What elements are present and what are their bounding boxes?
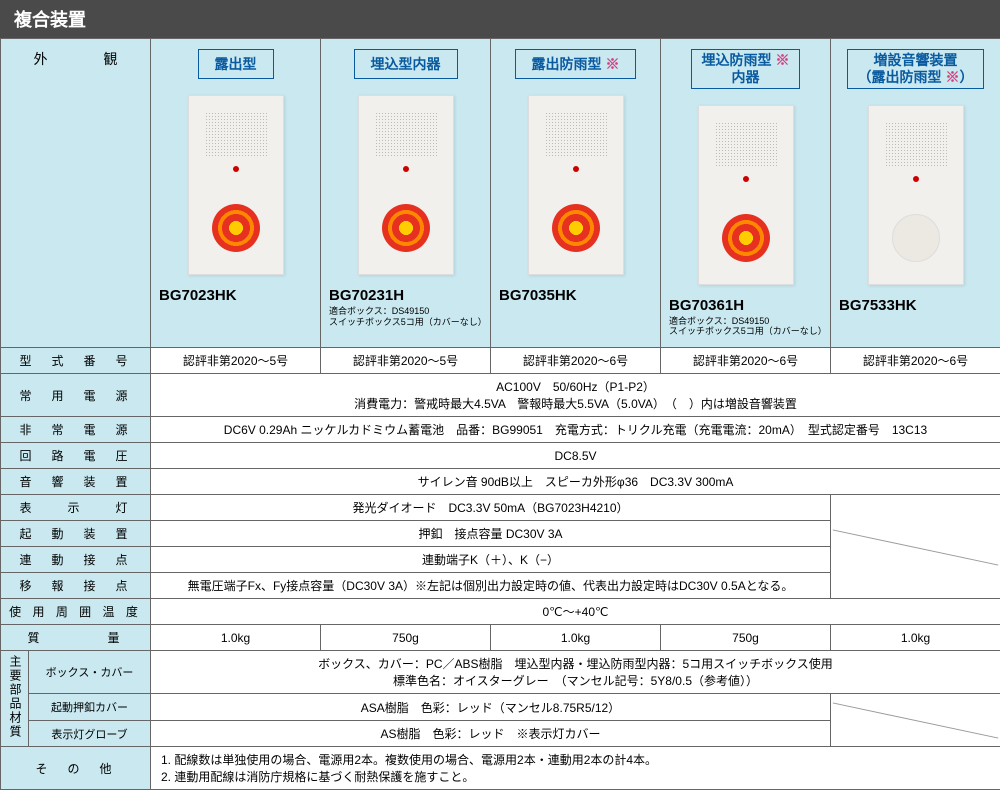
row-label: 起動押釦カバー [29, 694, 151, 721]
cell: DC6V 0.29Ah ニッケルカドミウム蓄電池 品番：BG99051 充電方式… [151, 417, 1000, 443]
row-label: 音 響 装 置 [1, 469, 151, 495]
col-5: 増設音響装置（露出防雨型 ※） BG7533HK [831, 39, 1000, 348]
cell: AS樹脂 色彩：レッド ※表示灯カバー [151, 721, 831, 747]
cell: 無電圧端子Fx、Fy接点容量（DC30V 3A）※左記は個別出力設定時の値、代表… [151, 573, 831, 599]
asterisk-icon: ※ [605, 56, 619, 72]
type-badge: 露出防雨型 ※ [515, 49, 637, 79]
cell: ASA樹脂 色彩：レッド（マンセル8.75R5/12） [151, 694, 831, 721]
cell: 認評非第2020～6号 [661, 348, 831, 374]
row-label: 非 常 電 源 [1, 417, 151, 443]
group-label: 主要部品材質 [1, 651, 29, 747]
cell: 連動端子K（＋）、K（−） [151, 547, 831, 573]
row-label: 表 示 灯 [1, 495, 151, 521]
product-image [188, 95, 284, 275]
cell: 1.0kg [831, 625, 1000, 651]
cell: サイレン音 90dB以上 スピーカ外形φ36 DC3.3V 300mA [151, 469, 1000, 495]
cell: 認評非第2020～6号 [491, 348, 661, 374]
spec-table: 外 観 露出型 BG7023HK 埋込型内器 BG70231H 適合ボックス：D… [0, 38, 1000, 790]
cell: 1. 配線数は単独使用の場合、電源用2本。複数使用の場合、電源用2本・連動用2本… [151, 747, 1000, 790]
row-label: ボックス・カバー [29, 651, 151, 694]
appearance-label: 外 観 [1, 39, 151, 348]
cell: 750g [321, 625, 491, 651]
type-badge: 露出型 [198, 49, 274, 79]
na-cell [831, 495, 1000, 599]
col-2: 埋込型内器 BG70231H 適合ボックス：DS49150 スイッチボックス5コ… [321, 39, 491, 348]
cell: DC8.5V [151, 443, 1000, 469]
na-cell [831, 694, 1000, 747]
model-number: BG70361H [665, 291, 826, 316]
product-image [358, 95, 454, 275]
model-number: BG70231H [325, 281, 486, 306]
row-label: 常 用 電 源 [1, 374, 151, 417]
model-note: 適合ボックス：DS49150 スイッチボックス5コ用（カバーなし） [325, 306, 486, 328]
model-note: 適合ボックス：DS49150 スイッチボックス5コ用（カバーなし） [665, 316, 826, 338]
row-label: 回 路 電 圧 [1, 443, 151, 469]
type-badge: 埋込防雨型 ※内器 [691, 49, 801, 89]
model-number: BG7023HK [155, 281, 316, 306]
row-label: 質 量 [1, 625, 151, 651]
product-image [528, 95, 624, 275]
model-number: BG7533HK [835, 291, 996, 316]
col-3: 露出防雨型 ※ BG7035HK [491, 39, 661, 348]
row-label: 表示灯グローブ [29, 721, 151, 747]
product-image [698, 105, 794, 285]
product-image [868, 105, 964, 285]
col-4: 埋込防雨型 ※内器 BG70361H 適合ボックス：DS49150 スイッチボッ… [661, 39, 831, 348]
row-label: 使 用 周 囲 温 度 [1, 599, 151, 625]
model-number: BG7035HK [495, 281, 656, 306]
cell: 1.0kg [151, 625, 321, 651]
asterisk-icon: ※ [775, 52, 789, 68]
row-label: そ の 他 [1, 747, 151, 790]
cell: 認評非第2020～5号 [151, 348, 321, 374]
row-label: 型 式 番 号 [1, 348, 151, 374]
type-badge: 埋込型内器 [354, 49, 458, 79]
cell: 認評非第2020～5号 [321, 348, 491, 374]
row-label: 移 報 接 点 [1, 573, 151, 599]
section-title: 複合装置 [0, 0, 1000, 38]
cell: 認評非第2020～6号 [831, 348, 1000, 374]
cell: 1.0kg [491, 625, 661, 651]
cell: ボックス、カバー：PC／ABS樹脂 埋込型内器・埋込防雨型内器：5コ用スイッチボ… [151, 651, 1000, 694]
asterisk-icon: ※ [945, 69, 959, 85]
cell: AC100V 50/60Hz（P1-P2）消費電力：警戒時最大4.5VA 警報時… [151, 374, 1000, 417]
cell: 押釦 接点容量 DC30V 3A [151, 521, 831, 547]
col-1: 露出型 BG7023HK [151, 39, 321, 348]
cell: 750g [661, 625, 831, 651]
row-label: 連 動 接 点 [1, 547, 151, 573]
type-badge: 増設音響装置（露出防雨型 ※） [847, 49, 985, 89]
row-label: 起 動 装 置 [1, 521, 151, 547]
cell: 発光ダイオード DC3.3V 50mA（BG7023H4210） [151, 495, 831, 521]
cell: 0℃～+40℃ [151, 599, 1000, 625]
